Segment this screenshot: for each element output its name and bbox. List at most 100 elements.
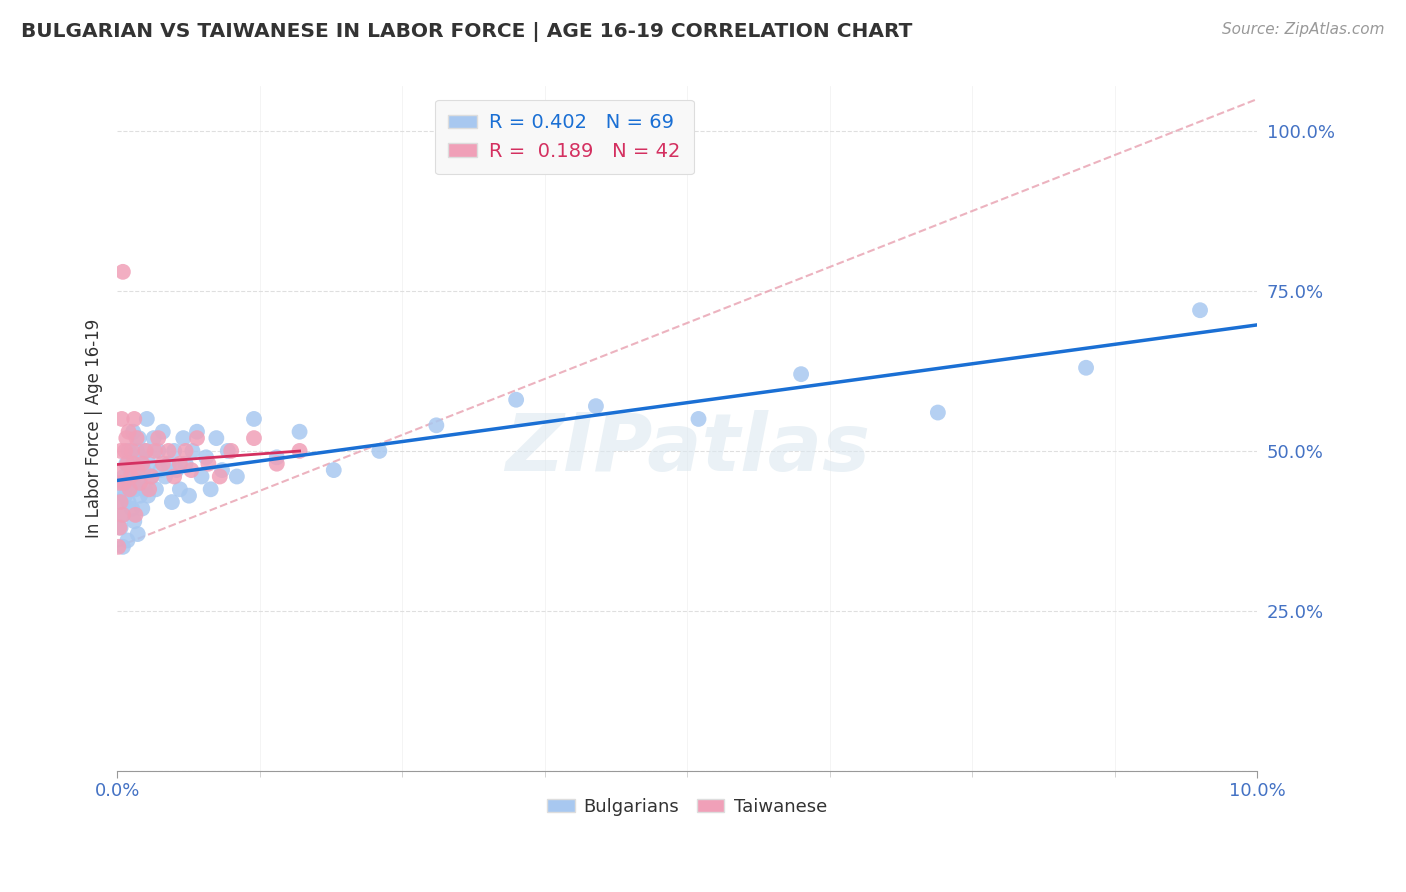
- Point: [266, 457, 288, 471]
- Point: [110, 521, 132, 535]
- Point: [266, 450, 288, 465]
- Legend: Bulgarians, Taiwanese: Bulgarians, Taiwanese: [540, 791, 834, 823]
- Point: [125, 431, 148, 445]
- Point: [120, 469, 142, 483]
- Point: [927, 405, 949, 419]
- Point: [138, 483, 160, 497]
- Point: [112, 469, 135, 483]
- Point: [163, 444, 186, 458]
- Point: [152, 425, 174, 439]
- Point: [160, 495, 183, 509]
- Point: [219, 444, 242, 458]
- Point: [111, 265, 134, 279]
- Point: [505, 392, 527, 407]
- Point: [157, 444, 180, 458]
- Point: [122, 457, 145, 471]
- Y-axis label: In Labor Force | Age 16-19: In Labor Force | Age 16-19: [86, 319, 103, 538]
- Point: [138, 457, 160, 471]
- Point: [368, 444, 391, 458]
- Point: [118, 483, 141, 497]
- Point: [288, 444, 311, 458]
- Point: [117, 457, 139, 471]
- Point: [112, 475, 135, 490]
- Point: [124, 483, 146, 497]
- Point: [225, 469, 247, 483]
- Point: [129, 450, 152, 465]
- Point: [208, 469, 231, 483]
- Point: [153, 469, 176, 483]
- Point: [585, 399, 607, 413]
- Point: [131, 501, 153, 516]
- Point: [190, 469, 212, 483]
- Point: [125, 444, 148, 458]
- Point: [288, 425, 311, 439]
- Point: [111, 540, 134, 554]
- Point: [205, 431, 228, 445]
- Text: ZIPatlas: ZIPatlas: [505, 410, 870, 488]
- Point: [163, 469, 186, 483]
- Point: [128, 431, 150, 445]
- Point: [149, 463, 172, 477]
- Point: [110, 444, 132, 458]
- Point: [1189, 303, 1212, 318]
- Point: [131, 457, 153, 471]
- Point: [117, 444, 139, 458]
- Point: [127, 463, 149, 477]
- Point: [243, 431, 266, 445]
- Point: [217, 444, 239, 458]
- Point: [107, 540, 129, 554]
- Point: [114, 444, 136, 458]
- Point: [135, 412, 157, 426]
- Point: [180, 463, 202, 477]
- Point: [117, 533, 139, 548]
- Text: BULGARIAN VS TAIWANESE IN LABOR FORCE | AGE 16-19 CORRELATION CHART: BULGARIAN VS TAIWANESE IN LABOR FORCE | …: [21, 22, 912, 42]
- Point: [127, 527, 149, 541]
- Point: [1074, 360, 1097, 375]
- Point: [197, 457, 219, 471]
- Point: [135, 444, 157, 458]
- Point: [132, 463, 155, 477]
- Point: [166, 463, 188, 477]
- Point: [143, 444, 166, 458]
- Point: [129, 469, 152, 483]
- Point: [124, 508, 146, 522]
- Point: [135, 444, 157, 458]
- Point: [425, 418, 447, 433]
- Point: [111, 508, 134, 522]
- Point: [115, 457, 138, 471]
- Point: [177, 489, 200, 503]
- Point: [110, 495, 132, 509]
- Point: [122, 425, 145, 439]
- Point: [108, 475, 131, 490]
- Point: [114, 489, 136, 503]
- Point: [111, 483, 134, 497]
- Point: [174, 457, 197, 471]
- Point: [186, 425, 208, 439]
- Point: [322, 463, 344, 477]
- Point: [181, 444, 204, 458]
- Point: [117, 425, 139, 439]
- Point: [111, 463, 134, 477]
- Point: [200, 483, 222, 497]
- Point: [141, 469, 163, 483]
- Point: [129, 489, 152, 503]
- Point: [148, 431, 170, 445]
- Point: [108, 521, 131, 535]
- Point: [115, 431, 138, 445]
- Point: [142, 431, 165, 445]
- Point: [117, 495, 139, 509]
- Point: [152, 457, 174, 471]
- Point: [136, 489, 159, 503]
- Point: [157, 457, 180, 471]
- Point: [129, 475, 152, 490]
- Point: [108, 495, 131, 509]
- Point: [169, 483, 191, 497]
- Point: [174, 444, 197, 458]
- Point: [243, 412, 266, 426]
- Point: [111, 412, 134, 426]
- Point: [790, 367, 813, 381]
- Point: [124, 469, 146, 483]
- Point: [118, 475, 141, 490]
- Point: [172, 431, 194, 445]
- Point: [688, 412, 710, 426]
